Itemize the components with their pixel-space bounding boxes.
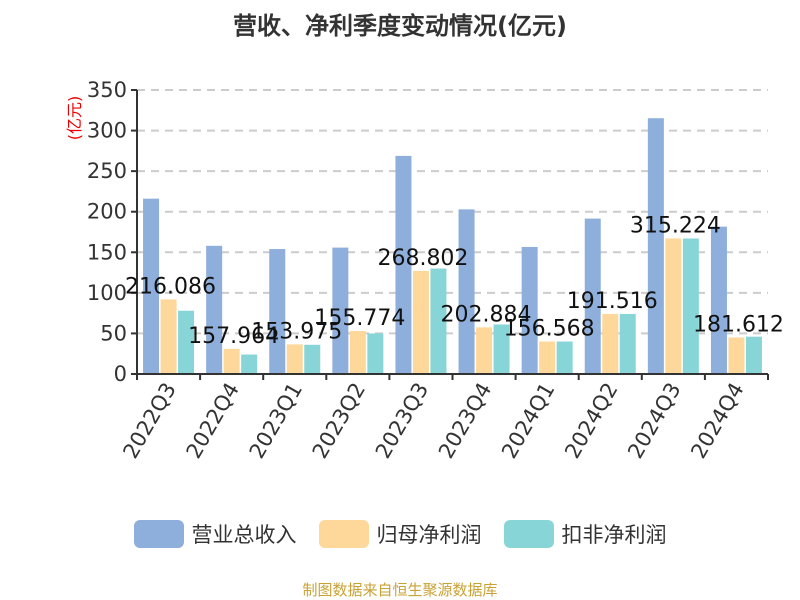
bar-2024Q4-1: [728, 337, 745, 374]
bar-2023Q4-2: [493, 324, 510, 374]
legend-item[interactable]: 归母净利润: [318, 519, 482, 549]
legend-swatch: [318, 520, 369, 548]
y-tick-label: 100: [87, 281, 127, 305]
x-tick-label: 2023Q4: [434, 379, 496, 463]
bar-2022Q3-1: [160, 299, 177, 374]
bar-2022Q4-0: [206, 245, 223, 374]
bar-2022Q3-2: [178, 310, 195, 374]
x-tick-label: 2023Q1: [245, 379, 307, 463]
legend-swatch: [503, 520, 554, 548]
y-tick-label: 150: [87, 240, 127, 264]
bar-2023Q1-1: [286, 344, 303, 374]
bar-2024Q3-0: [647, 118, 664, 375]
bar-2024Q3-1: [665, 238, 682, 374]
legend-item[interactable]: 营业总收入: [133, 519, 297, 549]
bar-2023Q2-0: [332, 247, 349, 374]
data-label: 153.975: [251, 319, 342, 344]
y-axis-label: (亿元): [65, 96, 84, 141]
y-tick-label: 350: [87, 78, 127, 102]
legend-swatch: [133, 520, 184, 548]
x-tick-label: 2024Q1: [497, 379, 559, 463]
bar-2022Q4-1: [223, 348, 240, 374]
bar-2023Q3-0: [395, 155, 412, 374]
y-tick-label: 250: [87, 159, 127, 183]
bar-2023Q4-0: [458, 209, 475, 374]
bar-2023Q4-1: [476, 327, 493, 374]
bar-2024Q2-0: [584, 218, 601, 374]
bar-2023Q3-1: [412, 270, 429, 374]
chart-title: 营收、净利季度变动情况(亿元): [233, 12, 567, 40]
bar-2023Q2-1: [349, 330, 366, 374]
y-tick-label: 0: [114, 362, 127, 386]
legend-item[interactable]: 扣非净利润: [503, 519, 667, 549]
legend-label: 扣非净利润: [561, 523, 667, 547]
data-label: 202.884: [441, 302, 532, 327]
y-tick-label: 50: [100, 321, 127, 345]
y-tick-label: 300: [87, 119, 127, 143]
data-label: 155.774: [314, 306, 405, 331]
x-tick-label: 2022Q3: [118, 379, 180, 463]
x-tick-label: 2023Q2: [308, 379, 370, 463]
data-label: 191.516: [567, 289, 658, 314]
bar-2024Q2-1: [602, 313, 619, 374]
x-tick-label: 2023Q3: [371, 379, 433, 463]
data-label: 181.612: [693, 312, 784, 337]
data-label: 216.086: [125, 274, 216, 299]
data-label: 268.802: [377, 246, 468, 271]
bar-2024Q4-0: [710, 226, 727, 374]
bar-2023Q3-2: [430, 268, 447, 374]
x-tick-label: 2024Q2: [560, 379, 622, 463]
bar-2023Q1-0: [269, 249, 286, 374]
bar-2023Q1-2: [304, 344, 321, 374]
legend-label: 归母净利润: [376, 523, 482, 547]
legend-label: 营业总收入: [191, 523, 297, 547]
bar-2024Q4-2: [745, 336, 762, 374]
bar-2024Q1-1: [539, 341, 556, 374]
bar-2024Q3-2: [682, 238, 699, 374]
bar-2023Q2-2: [367, 333, 384, 374]
x-tick-label: 2024Q4: [686, 379, 748, 463]
bar-2022Q3-0: [143, 198, 160, 374]
bar-2022Q4-2: [241, 354, 258, 374]
data-label: 156.568: [504, 317, 595, 342]
x-tick-label: 2024Q3: [623, 379, 685, 463]
legend: 营业总收入 归母净利润 扣非净利润: [0, 519, 800, 549]
bar-2024Q1-0: [521, 246, 538, 374]
bar-2024Q1-2: [556, 341, 573, 374]
source-footer: 制图数据来自恒生聚源数据库: [302, 581, 498, 599]
bar-2024Q2-2: [619, 313, 636, 374]
y-tick-label: 200: [87, 200, 127, 224]
data-label: 315.224: [630, 213, 721, 238]
data-label: 157.964: [188, 324, 279, 349]
x-tick-label: 2022Q4: [182, 379, 244, 463]
